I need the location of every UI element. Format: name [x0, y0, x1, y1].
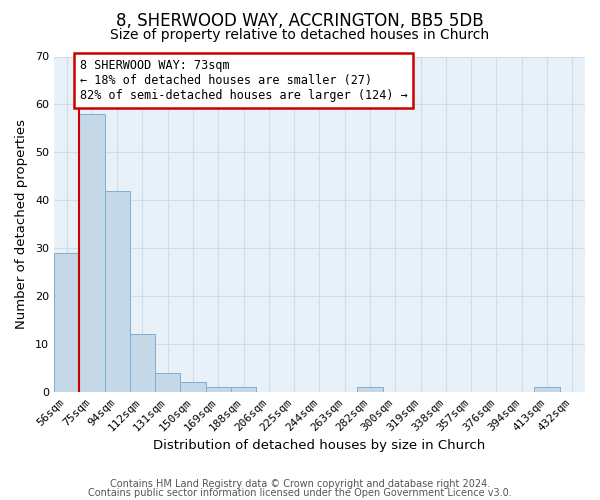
Text: 8 SHERWOOD WAY: 73sqm
← 18% of detached houses are smaller (27)
82% of semi-deta: 8 SHERWOOD WAY: 73sqm ← 18% of detached … — [80, 59, 407, 102]
Bar — [231, 387, 256, 392]
Bar — [54, 253, 79, 392]
Text: Size of property relative to detached houses in Church: Size of property relative to detached ho… — [110, 28, 490, 42]
Bar — [155, 373, 181, 392]
Text: Contains public sector information licensed under the Open Government Licence v3: Contains public sector information licen… — [88, 488, 512, 498]
Text: Contains HM Land Registry data © Crown copyright and database right 2024.: Contains HM Land Registry data © Crown c… — [110, 479, 490, 489]
Bar — [130, 334, 155, 392]
Bar — [358, 387, 383, 392]
Bar — [206, 387, 231, 392]
Y-axis label: Number of detached properties: Number of detached properties — [15, 119, 28, 329]
Bar — [79, 114, 104, 392]
Bar — [181, 382, 206, 392]
Bar — [104, 190, 130, 392]
Text: 8, SHERWOOD WAY, ACCRINGTON, BB5 5DB: 8, SHERWOOD WAY, ACCRINGTON, BB5 5DB — [116, 12, 484, 30]
X-axis label: Distribution of detached houses by size in Church: Distribution of detached houses by size … — [154, 440, 485, 452]
Bar — [535, 387, 560, 392]
